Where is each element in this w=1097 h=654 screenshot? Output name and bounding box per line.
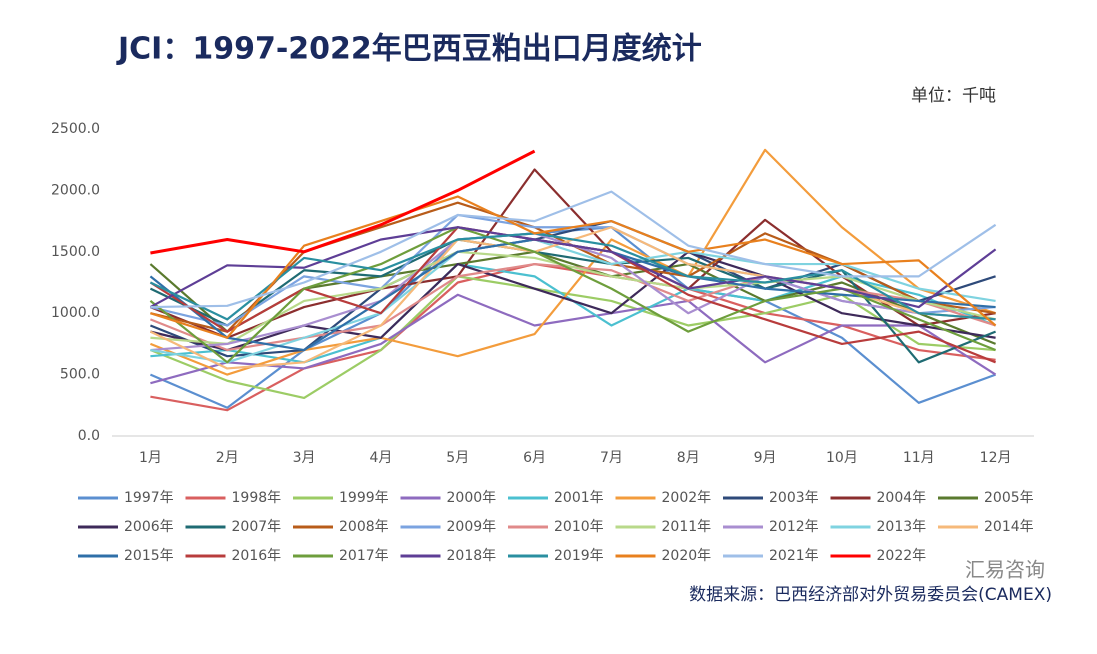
legend-label: 1997年 [124, 490, 174, 506]
legend-label: 2005年 [984, 490, 1034, 506]
x-tick-label: 4月 [369, 450, 392, 466]
x-tick-label: 12月 [980, 450, 1012, 466]
series-line [150, 293, 997, 385]
legend-label: 2009年 [447, 519, 497, 535]
legend-label: 2015年 [124, 548, 174, 564]
legend-label: 2017年 [339, 548, 389, 564]
series-line [149, 238, 996, 364]
legend-label: 2000年 [447, 490, 497, 506]
unit-label: 单位：千吨 [911, 86, 996, 106]
legend-label: 1999年 [339, 490, 389, 506]
series-line [150, 250, 996, 345]
x-tick-label: 6月 [523, 450, 546, 466]
legend-label: 2007年 [232, 519, 282, 535]
x-tick-label: 8月 [677, 450, 700, 466]
series-line [150, 190, 997, 309]
series-line [150, 238, 996, 364]
y-tick-label: 2500.0 [51, 121, 100, 137]
legend-label: 2016年 [232, 548, 282, 564]
legend-label: 2012年 [769, 519, 819, 535]
source-note: 数据来源：巴西经济部对外贸易委员会(CAMEX) [689, 585, 1052, 605]
y-tick-label: 500.0 [60, 367, 100, 383]
x-tick-label: 7月 [600, 450, 623, 466]
legend-label: 2014年 [984, 519, 1034, 535]
y-tick-label: 2000.0 [51, 182, 100, 198]
y-tick-label: 1000.0 [51, 305, 100, 321]
legend-label: 2021年 [769, 548, 819, 564]
chart-title: JCI：1997-2022年巴西豆粕出口月度统计 [116, 32, 702, 67]
legend-label: 2019年 [554, 548, 604, 564]
x-tick-label: 2月 [216, 450, 239, 466]
x-tick-label: 1月 [139, 450, 162, 466]
legend-label: 1998年 [232, 490, 282, 506]
x-tick-label: 11月 [903, 450, 935, 466]
y-tick-label: 0.0 [78, 428, 100, 444]
watermark: 汇易咨询 [965, 558, 1045, 582]
legend-label: 2020年 [662, 548, 712, 564]
legend-label: 2001年 [554, 490, 604, 506]
x-tick-label: 3月 [293, 450, 316, 466]
legend-label: 2010年 [554, 519, 604, 535]
legend-label: 2022年 [877, 548, 927, 564]
legend-label: 2011年 [662, 519, 712, 535]
x-tick-label: 5月 [446, 450, 469, 466]
legend-label: 2006年 [124, 519, 174, 535]
legend-label: 2004年 [877, 490, 927, 506]
series-line [150, 195, 997, 339]
legend-label: 2018年 [447, 548, 497, 564]
legend-label: 2002年 [662, 490, 712, 506]
series-line [150, 148, 996, 376]
legend-label: 2013年 [877, 519, 927, 535]
series-line [150, 149, 536, 255]
legend-label: 2003年 [769, 490, 819, 506]
x-tick-label: 9月 [754, 450, 777, 466]
legend-label: 2008年 [339, 519, 389, 535]
series-line [149, 226, 996, 364]
y-tick-label: 1500.0 [51, 244, 100, 260]
x-tick-label: 10月 [826, 450, 858, 466]
